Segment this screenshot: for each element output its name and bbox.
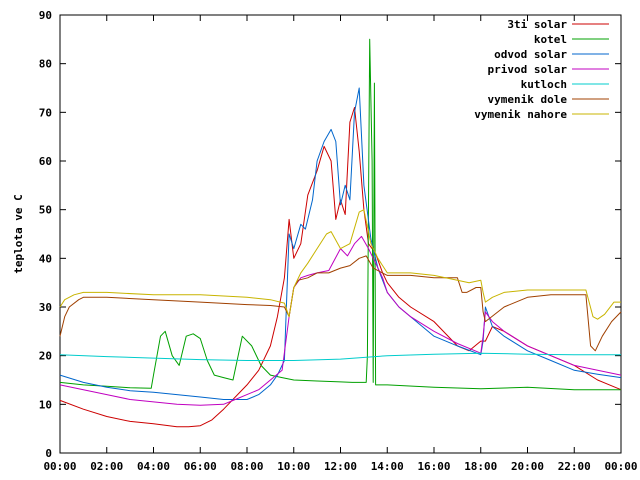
x-tick-label: 14:00 [371,460,404,473]
x-tick-label: 06:00 [184,460,217,473]
x-tick-label: 12:00 [324,460,357,473]
series-line-odvod-solar [59,87,622,400]
series-line-vymenik-dole [59,255,622,352]
series-line-kotel [59,38,621,391]
legend-label-odvod-solar: odvod solar [494,48,567,61]
x-tick-label: 22:00 [558,460,591,473]
legend-label-vymenik-nahore: vymenik nahore [474,108,567,121]
y-axis: 0 10 20 30 40 50 60 70 80 90 [39,9,621,460]
y-axis-title: teplota ve C [12,194,25,273]
x-tick-label: 10:00 [277,460,310,473]
y-tick-label: 0 [45,447,52,460]
x-tick-label: 00:00 [604,460,637,473]
series-line-vymenik-nahore [59,209,621,320]
legend-label-3ti-solar: 3ti solar [507,18,567,31]
x-axis: 00:00 02:00 04:00 06:00 08:00 10:00 12:00 14:00… [43,15,638,473]
y-tick-label: 90 [39,9,52,22]
legend-label-vymenik-dole: vymenik dole [488,93,568,106]
series-line-kutloch [59,352,621,361]
x-tick-label: 04:00 [137,460,170,473]
x-tick-label: 16:00 [417,460,450,473]
legend: 3ti solar kotel odvod solar privod solar kut… [474,18,609,121]
y-tick-label: 30 [39,301,52,314]
legend-label-kotel: kotel [534,33,567,46]
series-line-privod-solar [59,235,622,406]
x-tick-label: 20:00 [511,460,544,473]
x-tick-label: 18:00 [464,460,497,473]
legend-label-privod-solar: privod solar [488,63,568,76]
x-tick-label: 08:00 [230,460,263,473]
legend-label-kutloch: kutloch [521,78,567,91]
x-tick-label: 00:00 [43,460,76,473]
series-lines [59,38,622,428]
y-tick-label: 70 [39,106,52,119]
series-line-3ti-solar [59,107,622,428]
y-tick-label: 50 [39,204,52,217]
y-tick-label: 80 [39,58,52,71]
x-tick-label: 02:00 [90,460,123,473]
y-tick-label: 20 [39,350,52,363]
y-tick-label: 60 [39,155,52,168]
y-tick-label: 40 [39,252,52,265]
y-tick-label: 10 [39,398,52,411]
